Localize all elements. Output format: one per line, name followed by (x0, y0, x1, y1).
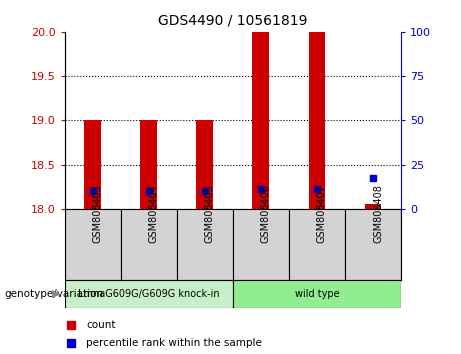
Bar (345, 209, 401, 280)
Bar (84, 120, 101, 209)
Bar (365, 205, 381, 209)
Text: count: count (86, 320, 116, 330)
Bar (121, 209, 177, 280)
Bar (233, 280, 401, 308)
Bar (140, 120, 157, 209)
Bar (308, 32, 325, 209)
Text: GSM808404: GSM808404 (148, 184, 159, 243)
Bar (233, 209, 289, 280)
Title: GDS4490 / 10561819: GDS4490 / 10561819 (158, 14, 307, 28)
Text: LmnaG609G/G609G knock-in: LmnaG609G/G609G knock-in (78, 289, 219, 299)
Bar (289, 209, 345, 280)
Text: GSM808406: GSM808406 (261, 184, 271, 243)
Text: GSM808403: GSM808403 (93, 184, 103, 243)
Text: GSM808405: GSM808405 (205, 184, 215, 243)
Text: percentile rank within the sample: percentile rank within the sample (86, 338, 262, 348)
Bar (65, 209, 121, 280)
Bar (177, 209, 233, 280)
Text: genotype/variation: genotype/variation (5, 289, 104, 299)
Bar (253, 32, 269, 209)
Bar (65, 280, 233, 308)
Text: GSM808408: GSM808408 (373, 184, 383, 243)
Text: wild type: wild type (295, 289, 339, 299)
Text: ▶: ▶ (52, 289, 60, 299)
Text: GSM808407: GSM808407 (317, 184, 327, 243)
Bar (196, 120, 213, 209)
